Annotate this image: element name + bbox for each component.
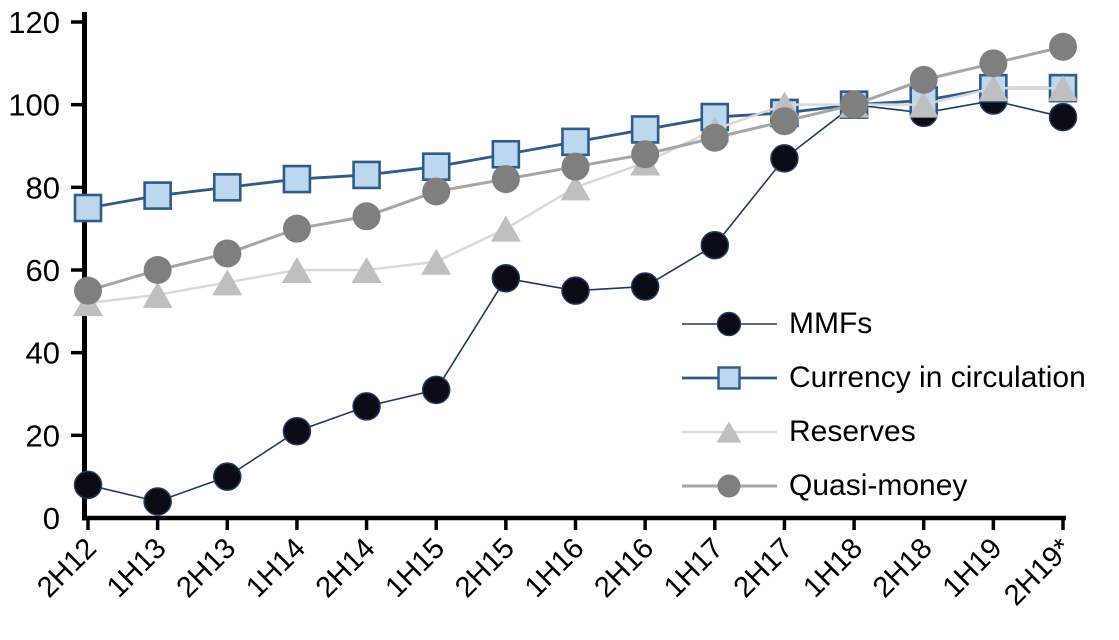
marker-mmfs-2h12 xyxy=(73,470,103,500)
legend-label-quasi-money: Quasi-money xyxy=(789,469,968,502)
marker-mmfs-1h15 xyxy=(421,375,451,405)
y-tick-label-120: 120 xyxy=(8,5,60,40)
marker-mmfs-2h19 xyxy=(1048,102,1078,132)
marker-currency-in-circulation-1h14 xyxy=(282,164,312,194)
marker-currency-in-circulation-1h13 xyxy=(143,181,172,210)
marker-reserves-1h14 xyxy=(281,256,312,284)
marker-mmfs-2h16 xyxy=(630,272,660,301)
marker-mmfs-2h13 xyxy=(213,462,242,491)
marker-mmfs-2h14 xyxy=(352,392,381,421)
marker-reserves-1h16 xyxy=(560,174,591,201)
marker-currency-in-circulation-2h15 xyxy=(491,139,521,169)
marker-reserves-2h13 xyxy=(212,269,243,296)
series-quasi-money xyxy=(74,32,1077,305)
marker-currency-in-circulation-2h14 xyxy=(352,160,381,190)
x-tick-label-1h15: 1H15 xyxy=(380,532,452,604)
marker-mmfs-1h17 xyxy=(700,230,730,260)
x-tick-label-2h12: 2H12 xyxy=(31,532,103,604)
marker-quasi-money-1h15 xyxy=(422,177,451,206)
y-tick-label-80: 80 xyxy=(26,170,60,205)
marker-mmfs-2h15 xyxy=(491,264,521,293)
marker-reserves-2h14 xyxy=(351,256,382,284)
marker-currency-in-circulation-2h12 xyxy=(73,193,103,223)
x-tick-label-2h13: 2H13 xyxy=(171,532,243,604)
y-tick-label-20: 20 xyxy=(26,418,60,453)
marker-reserves-1h13 xyxy=(142,281,173,308)
legend-label-currency: Currency in circulation xyxy=(789,361,1086,394)
marker-quasi-money-2h18 xyxy=(909,65,938,94)
x-tick-label-2h16: 2H16 xyxy=(588,532,660,604)
y-tick-label-0: 0 xyxy=(43,501,60,536)
marker-reserves-2h19 xyxy=(1048,75,1078,102)
legend-label-mmfs: MMFs xyxy=(789,307,873,340)
reserves-legend-marker-icon xyxy=(682,421,777,443)
x-tick-label-1h17: 1H17 xyxy=(658,532,730,604)
legend-item-reserves: Reserves xyxy=(680,405,1086,459)
mmfs-legend-marker-icon xyxy=(682,311,777,337)
marker-quasi-money-2h17 xyxy=(770,107,799,136)
y-tick-label-60: 60 xyxy=(26,253,60,288)
marker-reserves-1h19 xyxy=(978,75,1009,102)
marker-reserves-2h15 xyxy=(490,215,521,242)
marker-quasi-money-1h16 xyxy=(561,152,590,181)
marker-currency-in-circulation-1h15 xyxy=(421,152,451,181)
marker-currency-in-circulation-2h16 xyxy=(630,115,660,144)
x-tick-label-2h17: 2H17 xyxy=(728,532,800,604)
marker-currency-in-circulation-2h13 xyxy=(212,173,242,202)
marker-quasi-money-2h15 xyxy=(491,165,520,194)
marker-quasi-money-2h13 xyxy=(213,239,242,268)
series-reserves xyxy=(73,75,1078,317)
legend: MMFs Currency in circulation Reserves Qu… xyxy=(680,297,1086,513)
marker-quasi-money-2h19 xyxy=(1049,32,1077,61)
x-tick-label-2h14: 2H14 xyxy=(310,532,382,604)
marker-quasi-money-1h18 xyxy=(840,90,869,119)
marker-mmfs-1h14 xyxy=(282,416,312,446)
x-tick-label-2h19: 2H19* xyxy=(998,532,1078,612)
marker-quasi-money-1h17 xyxy=(700,123,729,152)
x-tick-label-1h14: 1H14 xyxy=(240,532,312,604)
y-tick-label-100: 100 xyxy=(8,88,60,123)
marker-quasi-money-1h19 xyxy=(979,49,1008,78)
marker-quasi-money-2h12 xyxy=(74,276,102,305)
marker-mmfs-2h17 xyxy=(770,144,799,173)
currency-legend-marker-icon xyxy=(682,366,777,390)
x-tick-label-1h18: 1H18 xyxy=(797,532,869,604)
marker-reserves-1h15 xyxy=(421,248,452,275)
marker-quasi-money-2h16 xyxy=(631,140,660,169)
x-tick-label-2h15: 2H15 xyxy=(449,532,521,604)
x-tick-label-2h18: 2H18 xyxy=(867,532,939,604)
marker-quasi-money-1h13 xyxy=(143,256,172,284)
quasi-money-legend-marker-icon xyxy=(682,474,777,498)
marker-mmfs-1h13 xyxy=(143,487,172,516)
x-tick-label-1h16: 1H16 xyxy=(519,532,591,604)
marker-quasi-money-2h14 xyxy=(352,202,381,231)
x-tick-label-1h13: 1H13 xyxy=(101,532,173,604)
legend-item-mmfs: MMFs xyxy=(680,297,1086,351)
legend-label-reserves: Reserves xyxy=(789,415,916,448)
legend-item-currency-in-circulation: Currency in circulation xyxy=(680,351,1086,405)
marker-mmfs-1h16 xyxy=(561,276,590,305)
marker-reserves-2h18 xyxy=(908,91,939,118)
x-tick-label-1h19: 1H19 xyxy=(937,532,1009,604)
legend-item-quasi-money: Quasi-money xyxy=(680,459,1086,513)
marker-currency-in-circulation-1h16 xyxy=(561,127,590,157)
y-tick-label-40: 40 xyxy=(26,336,60,371)
marker-quasi-money-1h14 xyxy=(282,214,311,243)
